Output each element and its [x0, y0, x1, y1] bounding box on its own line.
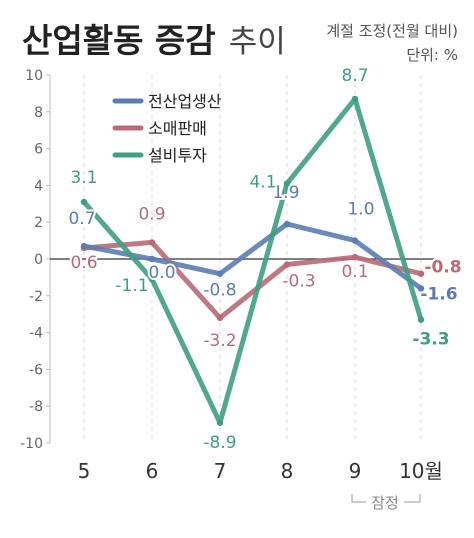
x-tick-label: 7 [214, 459, 227, 483]
data-point [417, 270, 425, 277]
data-point [351, 253, 359, 261]
data-label: -1.1 [115, 276, 148, 296]
data-label: 0.9 [138, 204, 165, 224]
legend-item-investment: 설비투자 [112, 146, 207, 165]
series-lines [80, 95, 425, 426]
y-tick-label: -2 [29, 289, 43, 305]
data-label: 1.0 [347, 200, 374, 220]
y-tick-label: -10 [20, 436, 43, 452]
data-point [148, 255, 156, 263]
data-label: 0.7 [68, 209, 95, 229]
series-line-investment [81, 96, 424, 426]
x-tick-label: 10월 [399, 459, 443, 483]
data-label: 0.6 [70, 253, 97, 273]
x-tick-label: 9 [349, 459, 362, 483]
y-tick-label: -4 [29, 326, 43, 342]
data-point [80, 198, 88, 206]
data-point [417, 316, 425, 323]
legend: 전산업생산 소매판매 설비투자 [112, 92, 222, 165]
data-point [417, 285, 425, 292]
y-tick-label: 0 [34, 252, 43, 268]
data-point [148, 276, 156, 283]
legend-item-retail: 소매판매 [112, 119, 207, 138]
y-tick-label: 8 [34, 105, 43, 121]
y-tick-label: 4 [34, 178, 43, 194]
data-point [283, 180, 291, 187]
data-point [283, 220, 291, 228]
data-label: -1.6 [420, 284, 457, 304]
chart-title: 산업활동 증감 추이 [22, 21, 286, 60]
data-label: -0.8 [424, 258, 461, 278]
y-tick-label: -6 [29, 362, 43, 378]
legend-label-retail: 소매판매 [148, 119, 207, 138]
legend-item-production: 전산업생산 [112, 92, 222, 111]
chart-title-suffix: 추이 [229, 24, 286, 60]
data-label: 0.1 [341, 262, 368, 282]
legend-label-production: 전산업생산 [148, 92, 222, 111]
y-tick-label: 6 [34, 142, 43, 158]
data-point [351, 237, 359, 244]
data-label: 4.1 [249, 173, 276, 193]
data-point [80, 242, 88, 250]
data-label: 8.7 [341, 66, 368, 86]
data-point [351, 95, 359, 103]
data-label: 1.9 [272, 183, 299, 203]
data-label: -8.9 [203, 433, 236, 453]
data-label: -0.8 [203, 281, 236, 301]
y-tick-label: 10 [25, 68, 43, 84]
preliminary-bracket: 잠정 [351, 494, 421, 512]
data-labels: 0.7 0.0 -0.8 1.9 1.0 -1.6 0.6 0.9 -3.2 -0.3 0.1 -0.… [66, 64, 463, 455]
chart-title-main: 산업활동 증감 [22, 21, 216, 60]
data-point [216, 314, 224, 322]
bracket-right [404, 494, 421, 503]
x-tick-label: 8 [281, 459, 294, 483]
data-label: 0.0 [148, 263, 175, 283]
data-point [148, 239, 156, 246]
data-point [216, 270, 224, 277]
data-point [216, 419, 224, 426]
data-label: -0.3 [282, 272, 315, 292]
bracket-left [351, 494, 366, 503]
unit-note-adjustment: 계절 조정(전월 대비) [326, 22, 458, 40]
y-tick-label: -8 [29, 399, 43, 415]
legend-label-investment: 설비투자 [148, 146, 207, 165]
data-label: -3.2 [203, 331, 236, 351]
y-tick-label: 2 [34, 215, 43, 231]
x-tick-label: 5 [78, 459, 91, 483]
series-line-production [81, 221, 424, 291]
preliminary-label: 잠정 [371, 494, 399, 512]
data-label: 3.1 [70, 168, 97, 188]
series-line-retail [81, 239, 424, 321]
data-point [283, 261, 291, 268]
axes: 10 8 6 4 2 0 -2 -4 -6 -8 -10 5 6 7 8 9 10월 [20, 68, 443, 483]
data-label: -3.3 [412, 330, 449, 350]
x-tick-label: 6 [146, 459, 159, 483]
unit-note-unit: 단위: % [406, 46, 458, 64]
